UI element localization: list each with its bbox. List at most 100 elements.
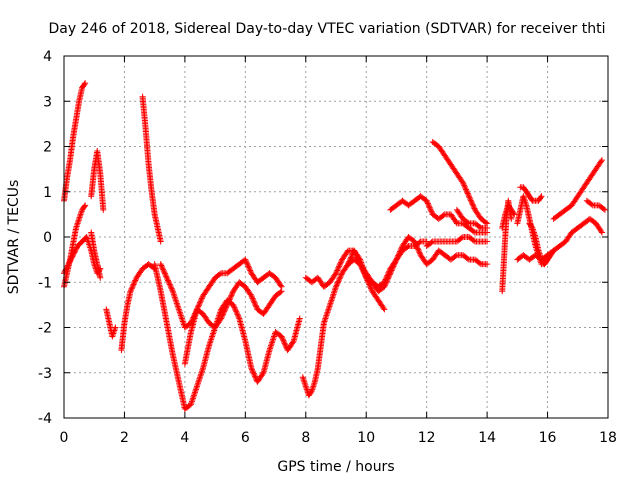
data-point: [415, 248, 422, 255]
data-point: [277, 282, 284, 289]
data-point: [221, 308, 228, 315]
data-point: [209, 332, 216, 339]
data-point: [538, 193, 545, 200]
data-point: [427, 207, 434, 214]
data-point: [510, 210, 517, 217]
data-point: [322, 315, 329, 322]
data-point: [195, 302, 202, 309]
data-point: [380, 305, 387, 312]
data-point: [598, 157, 605, 164]
data-point: [415, 246, 422, 253]
data-point: [174, 301, 181, 308]
data-point: [223, 303, 230, 310]
data-point: [346, 257, 353, 264]
data-point: [347, 255, 354, 262]
data-point: [178, 315, 185, 322]
data-point: [332, 271, 339, 278]
data-point: [296, 315, 303, 322]
data-point: [463, 187, 470, 194]
data-point: [303, 386, 310, 393]
data-point: [404, 243, 411, 250]
x-tick-label: 8: [301, 430, 310, 446]
x-tick-label: 0: [60, 430, 69, 446]
data-point: [161, 270, 168, 277]
data-point: [336, 276, 343, 283]
data-point: [234, 311, 241, 318]
data-point: [111, 326, 118, 333]
data-point: [323, 312, 330, 319]
data-point: [227, 295, 234, 302]
data-point: [222, 305, 229, 312]
data-point: [364, 277, 371, 284]
data-point: [229, 291, 236, 298]
data-point: [484, 261, 491, 268]
data-point: [189, 395, 196, 402]
y-axis-label: SDTVAR / TECUs: [6, 180, 22, 295]
data-point: [368, 285, 375, 292]
data-point: [128, 285, 135, 292]
data-series: [61, 80, 608, 412]
data-point: [476, 260, 483, 267]
data-point: [511, 211, 518, 218]
data-point: [132, 276, 139, 283]
data-point: [281, 338, 288, 345]
data-point: [382, 276, 389, 283]
data-point: [598, 228, 605, 235]
data-point: [321, 318, 328, 325]
data-point: [386, 268, 393, 275]
data-point: [426, 203, 433, 210]
data-point: [177, 312, 184, 319]
data-point: [195, 303, 202, 310]
data-point: [363, 274, 370, 281]
data-point: [310, 381, 317, 388]
data-point: [208, 336, 215, 343]
data-point: [193, 384, 200, 391]
data-point: [224, 301, 231, 308]
data-point: [160, 267, 167, 274]
data-point: [112, 324, 119, 331]
data-point: [219, 312, 226, 319]
data-point: [338, 271, 345, 278]
series-track-12: [299, 319, 327, 399]
data-point: [249, 295, 256, 302]
data-point: [425, 201, 432, 208]
data-point: [207, 338, 214, 345]
data-point: [464, 189, 471, 196]
data-point: [508, 215, 515, 222]
data-point: [423, 197, 430, 204]
data-point: [164, 276, 171, 283]
series-track-25: [526, 220, 557, 268]
data-point: [268, 342, 275, 349]
data-point: [194, 381, 201, 388]
data-point: [180, 319, 187, 326]
data-point: [178, 313, 185, 320]
data-point: [416, 239, 423, 246]
data-point: [266, 347, 273, 354]
data-point: [177, 310, 184, 317]
data-point: [269, 338, 276, 345]
data-point: [385, 269, 392, 276]
data-point: [336, 275, 343, 282]
data-point: [368, 286, 375, 293]
data-point: [233, 310, 240, 317]
data-point: [248, 294, 255, 301]
data-point: [250, 298, 257, 305]
data-point: [469, 200, 475, 207]
series-track-19: [453, 206, 491, 231]
data-point: [334, 266, 341, 273]
data-point: [157, 238, 164, 245]
data-point: [166, 280, 173, 287]
data-point: [251, 299, 258, 306]
series-track-26: [550, 157, 605, 222]
data-point: [324, 307, 331, 314]
data-point: [348, 253, 355, 260]
series-track-4: [88, 148, 107, 213]
data-point: [601, 206, 608, 213]
data-point: [381, 277, 388, 284]
data-point: [345, 259, 352, 266]
x-tick-label: 14: [478, 430, 496, 446]
data-point: [598, 229, 605, 236]
data-point: [471, 205, 478, 212]
data-point: [365, 278, 372, 285]
